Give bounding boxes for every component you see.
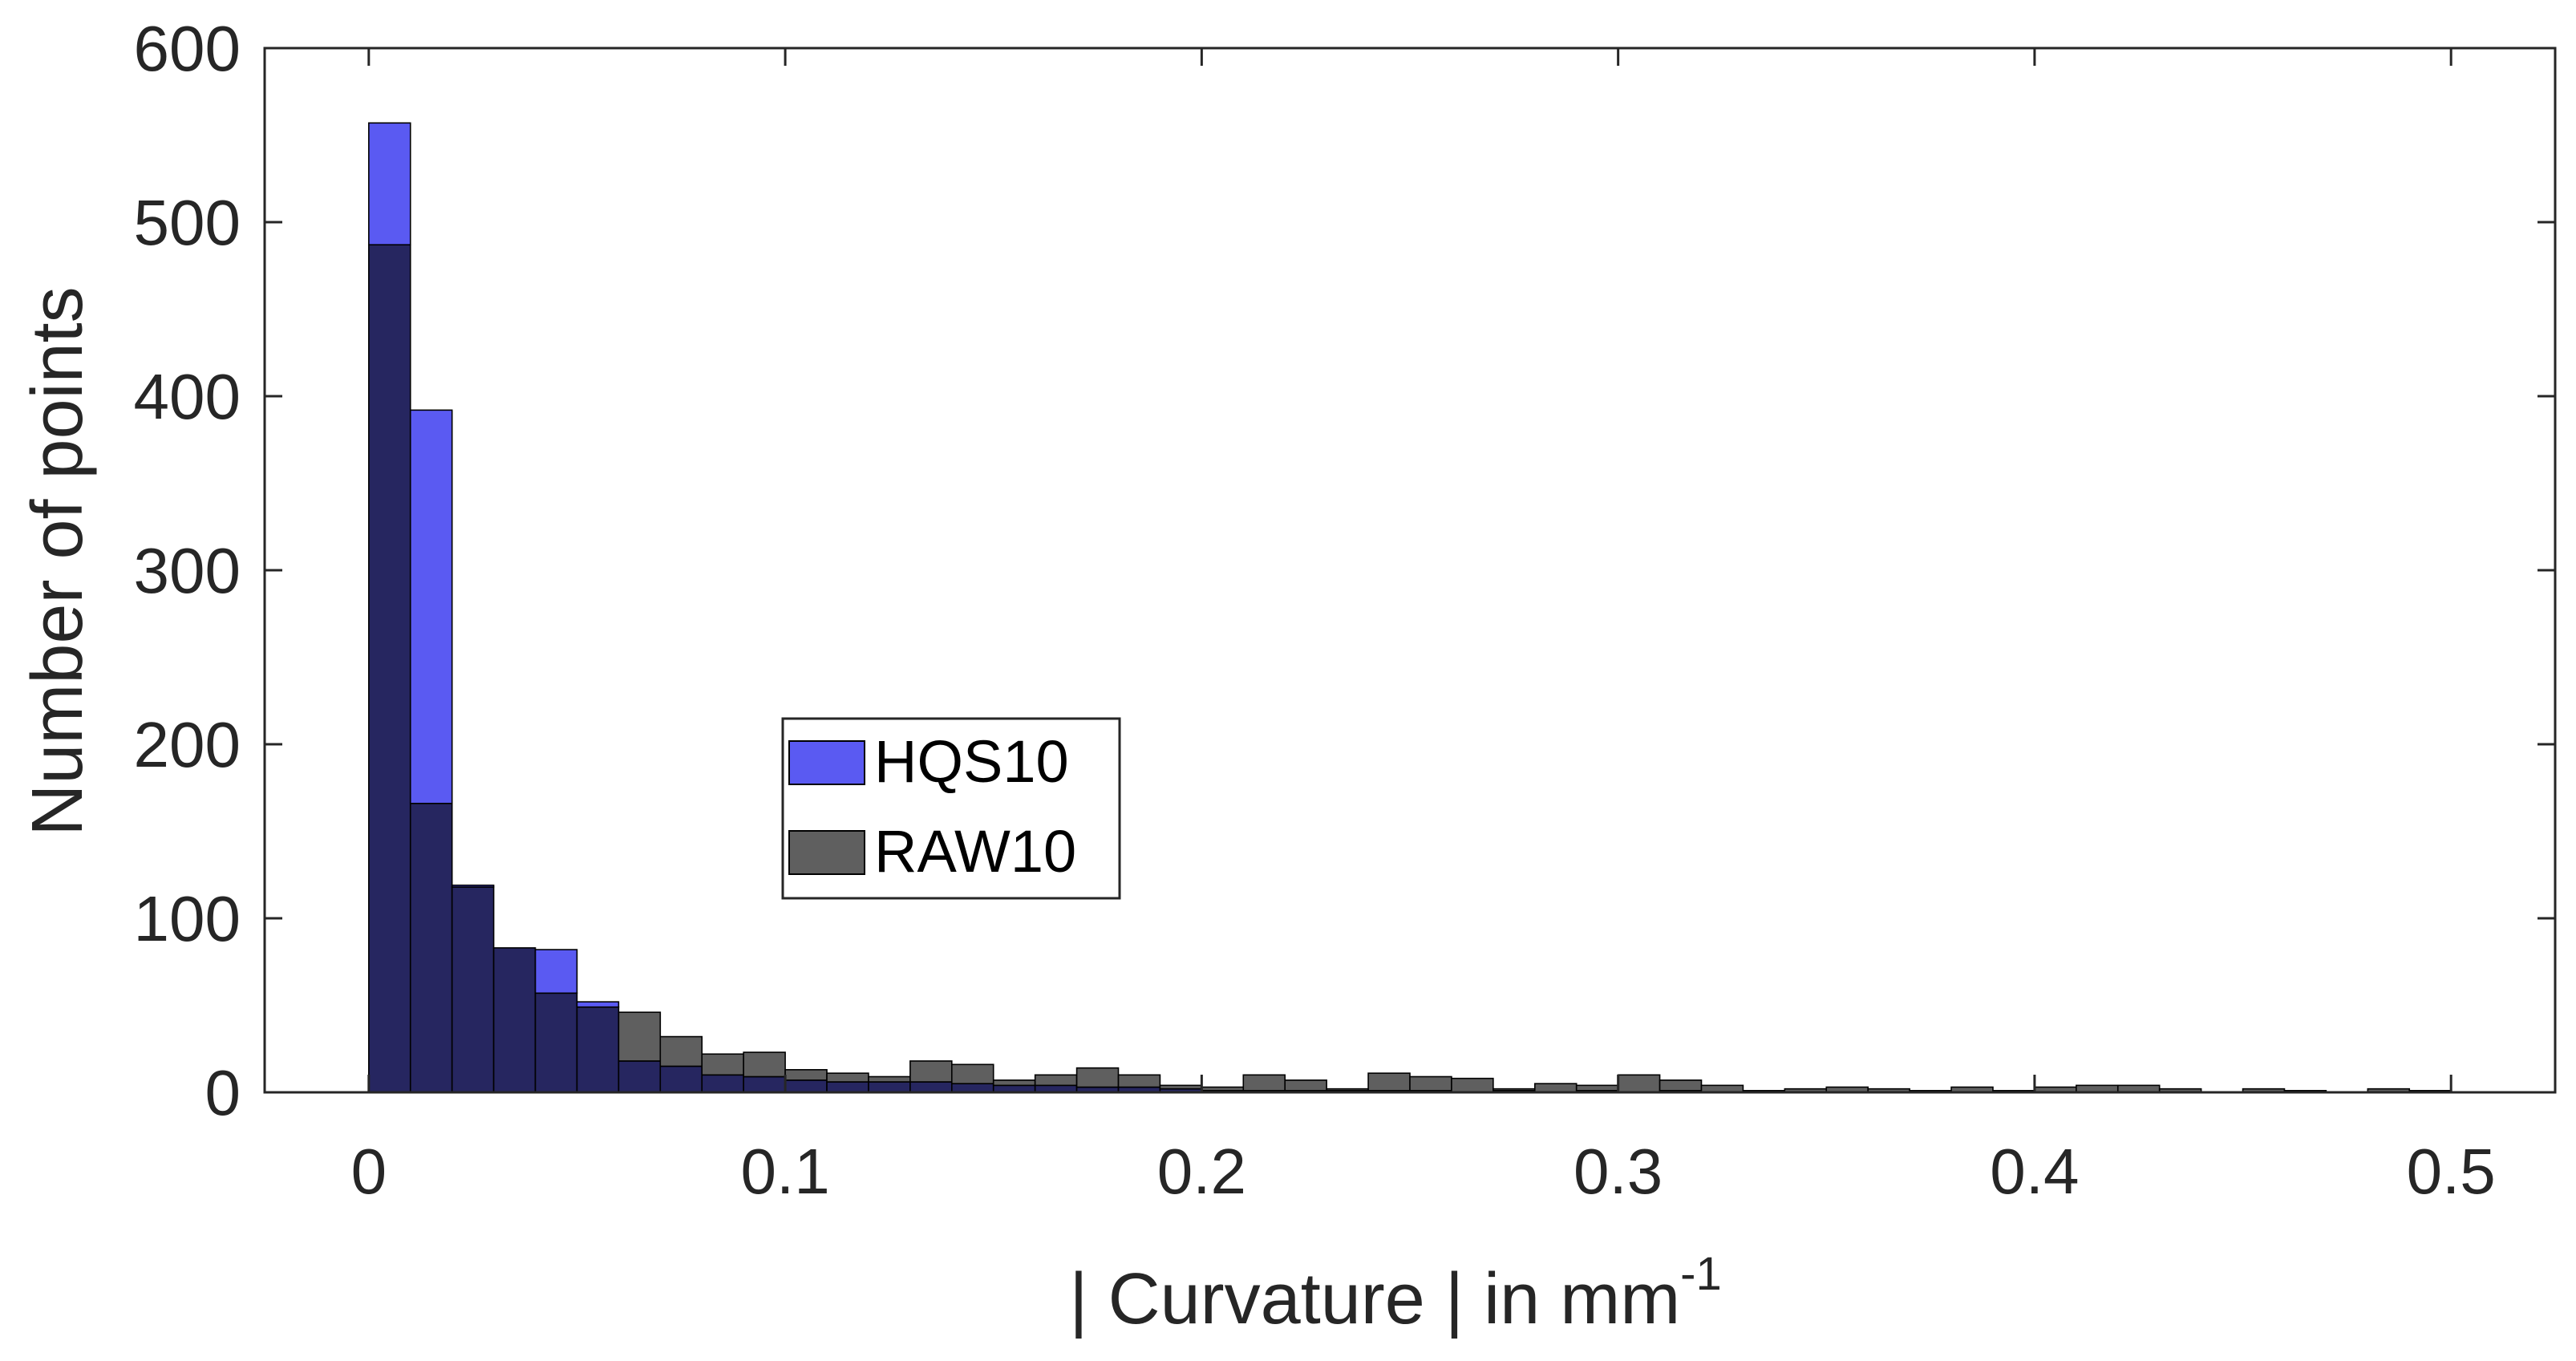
y-tick-label-2: 200 — [134, 709, 241, 780]
bar-overlap-bin-12 — [868, 1081, 911, 1093]
bar-overlap-bin-10 — [784, 1079, 828, 1093]
bar-hqs10-bin-2 — [451, 884, 495, 888]
bar-overlap-bin-9 — [743, 1075, 786, 1093]
bar-hqs10-bin-4 — [534, 949, 578, 994]
x-tick-label-1: 0.1 — [740, 1136, 829, 1207]
x-tick-label-4: 0.4 — [1990, 1136, 2079, 1207]
bar-overlap-bin-6 — [618, 1060, 662, 1093]
y-axis-label: Number of points — [18, 286, 98, 836]
legend-swatch-hqs10 — [788, 740, 865, 785]
bar-raw10-bin-16 — [1034, 1074, 1078, 1087]
bar-raw10-bin-17 — [1075, 1067, 1120, 1088]
x-tick-label-0: 0 — [351, 1136, 387, 1207]
bar-overlap-bin-1 — [409, 802, 453, 1093]
bar-raw10-bin-22 — [1284, 1079, 1327, 1092]
bar-overlap-bin-5 — [576, 1006, 620, 1093]
bar-raw10-bin-23 — [1326, 1088, 1369, 1092]
bar-raw10-bin-13 — [909, 1060, 953, 1083]
bar-raw10-bin-12 — [868, 1075, 911, 1083]
bar-overlap-bin-3 — [492, 947, 537, 1093]
y-tick-label-0: 0 — [205, 1057, 241, 1128]
bar-overlap-bin-13 — [909, 1081, 953, 1093]
bar-raw10-bin-9 — [743, 1051, 786, 1078]
bar-raw10-bin-20 — [1201, 1086, 1245, 1092]
bar-overlap-bin-0 — [368, 244, 411, 1093]
bar-hqs10-bin-1 — [409, 409, 453, 804]
bar-overlap-bin-8 — [701, 1074, 744, 1093]
bar-raw10-bin-26 — [1451, 1077, 1494, 1093]
bar-raw10-bin-31 — [1659, 1079, 1703, 1092]
bar-raw10-bin-8 — [701, 1053, 744, 1076]
x-axis-label: | Curvature | in mm-1 — [1069, 1248, 1722, 1339]
bar-raw10-bin-21 — [1242, 1074, 1286, 1092]
y-tick-label-4: 400 — [134, 361, 241, 432]
bar-raw10-bin-27 — [1493, 1088, 1536, 1092]
x-axis-label-main: | Curvature | in mm — [1069, 1259, 1680, 1339]
bar-raw10-bin-30 — [1617, 1074, 1661, 1093]
bar-overlap-bin-14 — [951, 1083, 994, 1093]
legend-swatch-raw10 — [788, 830, 865, 875]
bar-hqs10-bin-0 — [368, 122, 411, 246]
x-axis-label-superscript: -1 — [1680, 1248, 1722, 1300]
legend-label-raw10: RAW10 — [874, 818, 1076, 885]
ticks-layer — [265, 47, 2555, 1094]
bar-raw10-bin-15 — [992, 1079, 1036, 1087]
bar-raw10-bin-29 — [1575, 1084, 1619, 1092]
y-tick-label-3: 300 — [134, 535, 241, 606]
bar-raw10-bin-25 — [1409, 1075, 1452, 1092]
bar-overlap-bin-11 — [826, 1081, 869, 1093]
bar-raw10-bin-6 — [618, 1011, 662, 1062]
bar-raw10-bin-14 — [951, 1063, 994, 1084]
bar-overlap-bin-4 — [534, 992, 578, 1093]
bar-raw10-bin-28 — [1533, 1083, 1578, 1093]
bar-raw10-bin-7 — [659, 1035, 703, 1067]
x-tick-label-2: 0.2 — [1157, 1136, 1246, 1207]
y-tick-label-1: 100 — [134, 883, 241, 954]
bar-raw10-bin-10 — [784, 1068, 828, 1081]
y-tick-labels: 0 100 200 300 400 500 600 — [134, 13, 241, 1128]
bar-hqs10-bin-5 — [576, 1001, 620, 1008]
bar-overlap-bin-7 — [659, 1065, 703, 1093]
bar-raw10-bin-24 — [1367, 1072, 1411, 1092]
bar-raw10-bin-19 — [1159, 1084, 1203, 1090]
y-tick-label-6: 600 — [134, 13, 241, 84]
x-tick-label-3: 0.3 — [1574, 1136, 1663, 1207]
legend: HQS10 RAW10 — [781, 717, 1121, 900]
legend-label-hqs10: HQS10 — [874, 728, 1069, 795]
bar-raw10-bin-11 — [826, 1072, 869, 1083]
x-tick-labels: 0 0.1 0.2 0.3 0.4 0.5 — [351, 1136, 2496, 1207]
bar-raw10-bin-18 — [1117, 1074, 1161, 1088]
x-tick-label-5: 0.5 — [2407, 1136, 2496, 1207]
y-tick-label-5: 500 — [134, 187, 241, 258]
bar-overlap-bin-2 — [451, 886, 495, 1093]
